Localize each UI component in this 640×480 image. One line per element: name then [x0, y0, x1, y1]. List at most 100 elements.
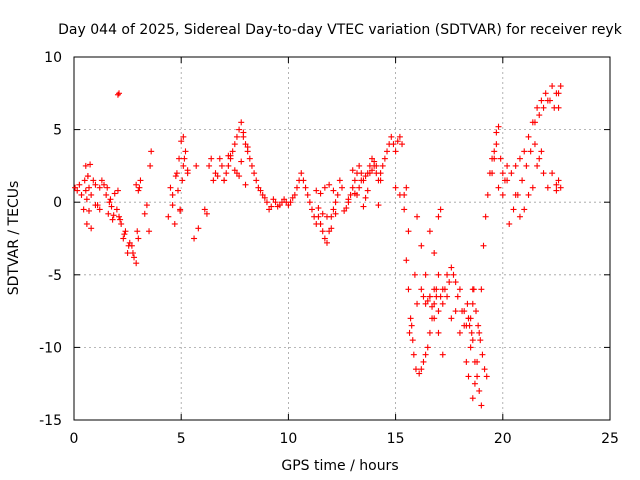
data-point — [268, 203, 275, 210]
data-point — [109, 216, 116, 223]
data-point — [223, 170, 230, 177]
data-point — [171, 220, 178, 227]
data-point — [450, 271, 457, 278]
data-point — [504, 162, 511, 169]
data-point — [180, 133, 187, 140]
data-point — [343, 205, 350, 212]
data-point — [476, 387, 483, 394]
data-point — [456, 286, 463, 293]
data-point — [203, 210, 210, 217]
data-point — [549, 170, 556, 177]
data-point — [454, 293, 461, 300]
data-point — [83, 196, 90, 203]
data-point — [358, 170, 365, 177]
data-point — [499, 191, 506, 198]
data-point — [553, 90, 560, 97]
data-point — [82, 187, 89, 194]
data-point — [506, 220, 513, 227]
data-point — [534, 162, 541, 169]
data-point — [334, 191, 341, 198]
data-point — [390, 141, 397, 148]
data-point — [231, 141, 238, 148]
data-point — [475, 322, 482, 329]
data-point — [510, 206, 517, 213]
data-point — [321, 235, 328, 242]
data-point — [373, 162, 380, 169]
data-point — [78, 191, 85, 198]
data-point — [437, 206, 444, 213]
data-point — [134, 228, 141, 235]
data-point — [497, 155, 504, 162]
data-point — [525, 191, 532, 198]
data-point — [242, 181, 249, 188]
data-point — [435, 271, 442, 278]
data-point — [86, 207, 93, 214]
data-point — [478, 286, 485, 293]
data-point — [542, 90, 549, 97]
data-point — [435, 308, 442, 315]
data-point — [178, 138, 185, 145]
data-point — [136, 184, 143, 191]
data-point — [435, 213, 442, 220]
data-point — [431, 315, 438, 322]
data-point — [461, 322, 468, 329]
data-point — [504, 177, 511, 184]
data-point — [118, 220, 125, 227]
data-point — [174, 187, 181, 194]
data-point — [317, 190, 324, 197]
x-tick-labels: 0 5 10 15 20 25 — [70, 431, 619, 447]
x-tick-label: 0 — [70, 431, 79, 447]
data-point — [179, 177, 186, 184]
data-point — [401, 206, 408, 213]
data-point — [193, 162, 200, 169]
data-point — [422, 351, 429, 358]
data-point — [531, 141, 538, 148]
data-point — [169, 191, 176, 198]
data-point — [122, 228, 129, 235]
data-point — [349, 167, 356, 174]
data-point — [371, 158, 378, 165]
data-point — [452, 308, 459, 315]
data-point — [233, 133, 240, 140]
data-point — [424, 344, 431, 351]
data-point — [403, 257, 410, 264]
data-point — [117, 216, 124, 223]
data-point — [437, 293, 444, 300]
data-point — [101, 181, 108, 188]
data-point — [253, 177, 260, 184]
data-point — [388, 133, 395, 140]
data-point — [476, 329, 483, 336]
data-point — [108, 203, 115, 210]
data-point — [439, 300, 446, 307]
data-point — [165, 213, 172, 220]
data-point — [399, 141, 406, 148]
data-point — [96, 184, 103, 191]
data-point — [76, 181, 83, 188]
data-point — [246, 155, 253, 162]
data-point — [135, 187, 142, 194]
x-tick-label: 5 — [177, 431, 186, 447]
x-tick-label: 15 — [387, 431, 405, 447]
data-point — [480, 242, 487, 249]
data-point — [384, 148, 391, 155]
data-point — [300, 177, 307, 184]
data-point — [474, 373, 481, 380]
data-point — [225, 162, 232, 169]
data-point — [356, 162, 363, 169]
data-point — [323, 213, 330, 220]
data-point — [315, 213, 322, 220]
data-point — [521, 148, 528, 155]
data-point — [191, 235, 198, 242]
data-point — [137, 177, 144, 184]
data-point — [369, 167, 376, 174]
data-point — [471, 358, 478, 365]
data-point — [345, 196, 352, 203]
data-point — [182, 148, 189, 155]
data-point — [238, 119, 245, 126]
data-point — [105, 210, 112, 217]
data-point — [516, 155, 523, 162]
data-point — [471, 380, 478, 387]
data-point — [469, 337, 476, 344]
data-point — [125, 242, 132, 249]
data-point — [141, 210, 148, 217]
